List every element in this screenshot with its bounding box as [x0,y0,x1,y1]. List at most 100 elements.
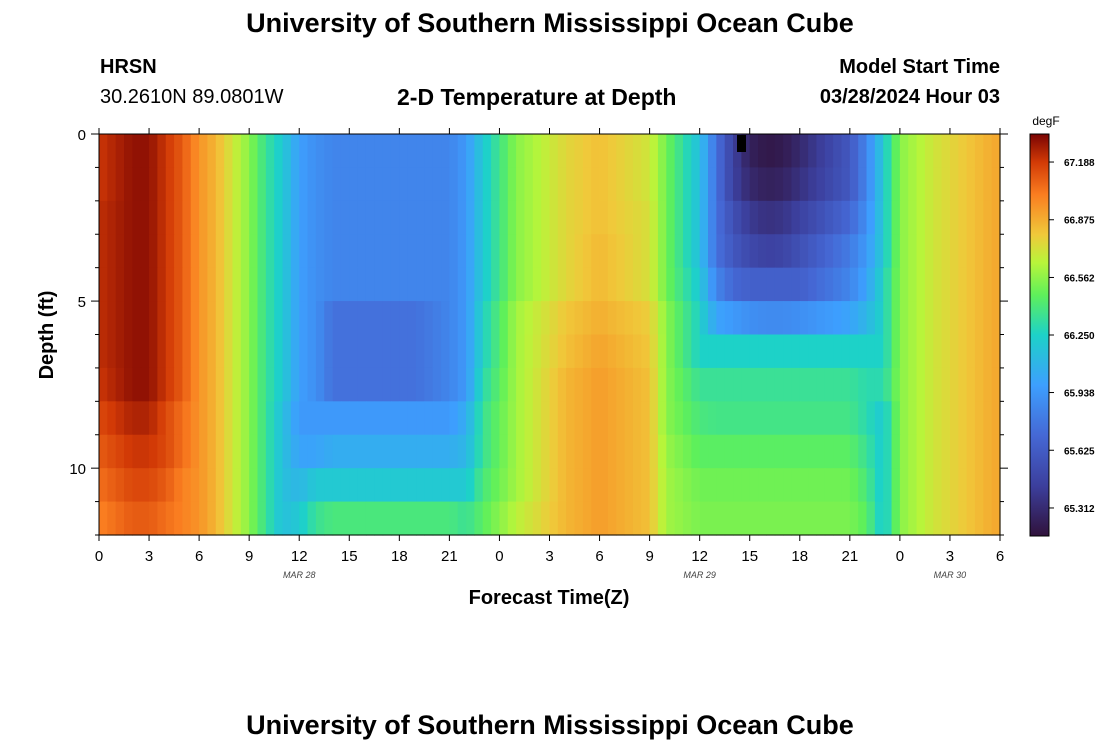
heatmap-cell [374,367,384,402]
heatmap-cell [257,501,267,536]
heatmap-cell [866,200,876,235]
heatmap-cell [741,234,751,269]
heatmap-cell [532,134,542,169]
heatmap-cell [908,234,918,269]
heatmap-cell [791,401,801,436]
heatmap-cell [566,267,576,302]
heatmap-cell [482,401,492,436]
heatmap-cell [691,434,701,469]
heatmap-cell [557,334,567,369]
heatmap-cell [749,167,759,202]
heatmap-cell [741,367,751,402]
heatmap-cell [708,501,717,536]
heatmap-cell [374,234,384,269]
heatmap-cell [916,200,926,235]
heatmap-cell [974,501,984,536]
heatmap-cell [916,468,926,503]
heatmap-cell [365,468,375,503]
heatmap-cell [491,434,501,469]
chart-title: University of Southern Mississippi Ocean… [246,8,854,38]
heatmap-cell [466,301,476,336]
heatmap-cell [849,167,859,202]
heatmap-cell [649,434,659,469]
heatmap-cell [424,367,434,402]
heatmap-cell [833,501,843,536]
heatmap-cell [132,401,142,436]
heatmap-cell [824,200,834,235]
heatmap-cell [874,301,884,336]
heatmap-cell [808,367,818,402]
heatmap-cell [958,267,968,302]
heatmap-cell [491,200,501,235]
heatmap-cell [799,234,809,269]
heatmap-cell [632,167,642,202]
heatmap-cell [941,267,951,302]
heatmap-cell [791,501,801,536]
heatmap-cell [157,134,167,169]
heatmap-cell [290,401,300,436]
heatmap-cell [449,401,459,436]
heatmap-cell [132,334,142,369]
heatmap-cell [340,200,350,235]
heatmap-cell [290,200,300,235]
heatmap-cell [532,468,542,503]
heatmap-cell [365,501,375,536]
heatmap-cell [974,367,984,402]
heatmap-cell [282,301,292,336]
heatmap-cell [532,301,542,336]
heatmap-cell [107,434,117,469]
heatmap-cell [374,501,384,536]
heatmap-cell [232,468,242,503]
heatmap-cell [99,401,108,436]
heatmap-cell [482,200,492,235]
heatmap-cell [365,367,375,402]
heatmap-cell [232,334,242,369]
heatmap-cell [240,468,250,503]
heatmap-cell [733,501,742,536]
heatmap-cell [149,234,158,269]
heatmap-cell [574,234,584,269]
heatmap-cell [574,434,584,469]
heatmap-cell [724,134,734,169]
heatmap-cell [916,334,926,369]
heatmap-cell [983,468,993,503]
heatmap-cell [891,267,901,302]
heatmap-cell [207,134,217,169]
heatmap-cell [99,301,108,336]
heatmap-cell [883,468,893,503]
heatmap-cell [407,234,417,269]
heatmap-cell [390,468,400,503]
heatmap-cell [849,234,859,269]
heatmap-cell [824,267,834,302]
heatmap-cell [766,301,776,336]
heatmap-cell [282,334,292,369]
heatmap-cell [416,234,425,269]
heatmap-cell [115,468,125,503]
heatmap-cell [224,234,234,269]
heatmap-cell [215,234,225,269]
heatmap-cell [557,367,567,402]
heatmap-cell [716,468,726,503]
heatmap-cell [624,267,634,302]
heatmap-cell [507,334,517,369]
heatmap-cell [908,134,918,169]
heatmap-cell [808,501,818,536]
heatmap-cell [449,200,459,235]
heatmap-cell [808,434,818,469]
heatmap-cell [340,334,350,369]
heatmap-cell [441,134,450,169]
heatmap-cell [474,200,484,235]
heatmap-cell [858,367,868,402]
heatmap-cell [749,200,759,235]
heatmap-cell [891,200,901,235]
heatmap-cell [249,167,259,202]
y-tick-label: 10 [69,461,86,478]
heatmap-cell [182,301,192,336]
heatmap-cell [199,434,209,469]
heatmap-cell [816,367,826,402]
heatmap-cell [991,267,1001,302]
heatmap-cell [966,334,976,369]
heatmap-cell [365,334,375,369]
heatmap-cell [315,267,325,302]
heatmap-cell [741,334,751,369]
